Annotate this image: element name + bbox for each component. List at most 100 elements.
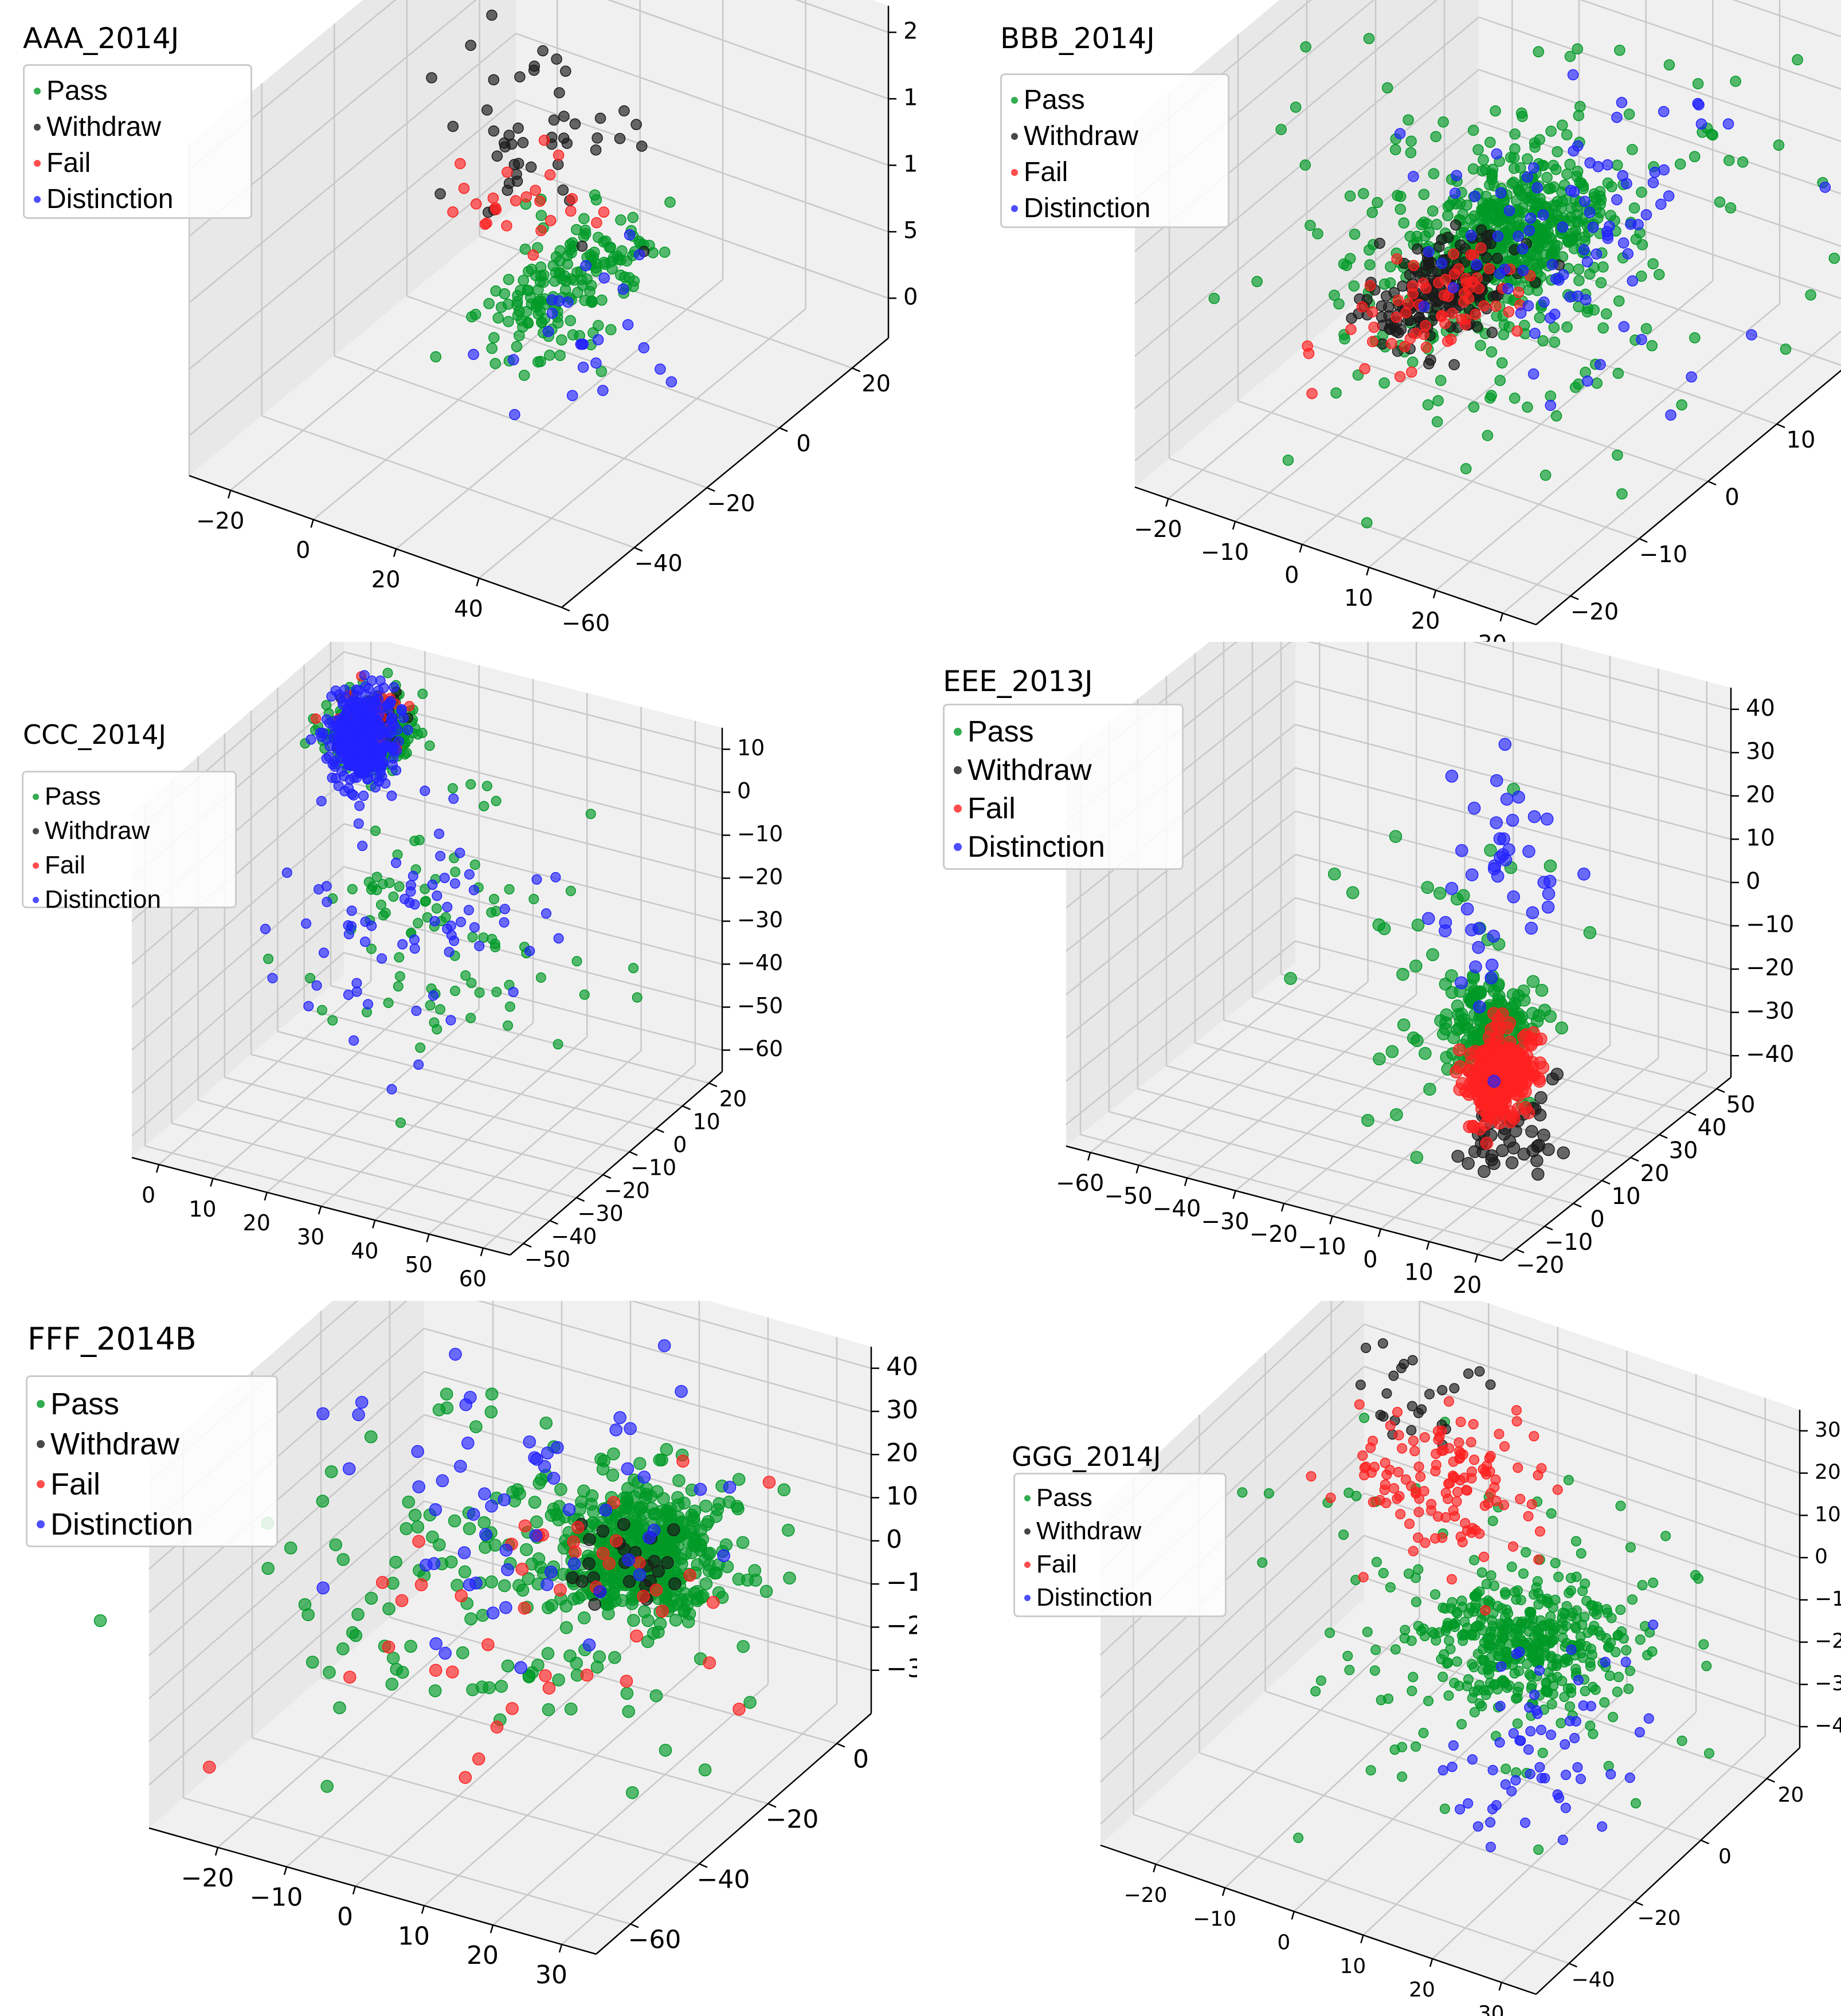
data-point-distinction [357,841,368,852]
data-point-pass [1468,401,1480,413]
data-point-pass [1338,1529,1349,1540]
data-point-pass [1445,1644,1456,1654]
data-point-fail [1357,1450,1368,1461]
data-point-pass [1541,233,1552,245]
data-point-distinction [577,362,589,373]
data-point-pass [720,1560,734,1574]
data-point-fail [311,713,322,724]
data-point-pass [1452,1656,1463,1667]
data-point-pass [1571,1571,1582,1582]
legend-item: Distinction [954,827,1173,866]
data-point-distinction [1469,190,1481,202]
data-point-withdraw [661,1556,674,1570]
data-point-pass [430,351,442,363]
chart-panel: −20 −10 0 10 20 30 −40 −20 0 20 −40 −30 −20 −10 0 10 20 3… [917,1301,1841,2016]
data-point-distinction [1490,774,1503,787]
data-point-withdraw [1468,1145,1482,1158]
data-point-pass [1454,1680,1464,1691]
data-point-pass [659,1591,672,1605]
z-tick-label: −40 [737,950,783,975]
data-point-distinction [1552,1789,1563,1800]
data-point-distinction [1523,225,1535,237]
data-point-pass [1506,1562,1517,1572]
data-point-pass [479,1541,492,1554]
data-point-fail [1501,1072,1514,1085]
data-point-pass [515,285,526,296]
data-point-pass [1572,43,1583,55]
data-point-distinction [1471,258,1482,270]
data-point-pass [698,1763,712,1776]
axis-lines [148,1347,879,1955]
data-point-distinction [324,751,335,762]
data-point-distinction [566,390,578,401]
data-point-pass [394,971,405,982]
data-point-fail [506,1702,519,1715]
legend-marker-icon [1011,132,1018,140]
data-point-pass [1530,262,1542,274]
data-point-fail [1475,242,1487,254]
data-point-distinction [1503,205,1515,217]
data-point-pass [1538,1003,1552,1017]
data-point-withdraw [667,1523,680,1536]
data-point-pass [732,1473,746,1486]
data-point-distinction [1541,900,1555,914]
data-point-fail [472,1752,485,1766]
data-point-withdraw [491,150,503,162]
data-point-pass [389,1555,402,1569]
data-point-pass [1366,206,1378,218]
data-point-pass [1828,252,1840,264]
data-point-pass [320,1780,334,1793]
data-point-fail [1366,336,1378,347]
x-tick-label: 0 [142,1183,155,1208]
data-point-distinction [1487,1764,1498,1775]
data-point-distinction [1632,219,1644,230]
data-point-pass [1698,1639,1709,1650]
data-point-pass [1452,1008,1466,1021]
data-point-fail [733,1703,746,1716]
data-point-fail [1512,1089,1525,1102]
data-point-pass [532,284,544,296]
data-point-pass [1430,131,1442,143]
data-point-distinction [397,939,408,950]
data-point-withdraw [592,132,603,144]
data-point-pass [578,213,590,225]
data-point-pass [305,972,315,983]
data-point-pass [463,1522,476,1535]
data-point-pass [1677,1735,1687,1746]
data-point-pass [1623,108,1635,120]
data-point-distinction [1502,843,1515,856]
legend-marker-icon [34,87,41,95]
data-point-pass [712,1586,726,1599]
data-point-pass [1325,1627,1335,1638]
data-point-pass [1395,191,1407,202]
data-point-distinction [434,829,445,839]
data-point-pass [1208,293,1220,304]
data-point-distinction [311,980,322,991]
z-tick-label: 30 [1815,1418,1841,1442]
data-point-distinction [540,1446,554,1460]
data-point-fail [683,1568,697,1582]
data-point-pass [1510,1623,1521,1634]
data-point-pass [1604,1670,1615,1681]
data-point-distinction [1540,813,1554,826]
data-point-pass [351,1608,365,1621]
data-point-pass [1640,323,1652,335]
data-point-pass [503,273,515,285]
data-point-pass [1439,1022,1452,1036]
z-tick-label: 5 [903,217,917,244]
data-point-pass [429,1684,442,1697]
data-point-fail [707,1596,720,1609]
data-point-pass [737,1640,750,1653]
data-point-pass [1635,270,1647,282]
legend-label: Withdraw [967,753,1092,787]
data-point-pass [647,1626,660,1640]
data-point-pass [466,311,477,323]
data-point-distinction [1553,274,1565,286]
data-point-pass [1477,1664,1488,1675]
data-point-distinction [637,1470,651,1484]
data-point-pass [1432,395,1444,406]
data-point-pass [1396,968,1409,981]
data-point-fail [1366,306,1378,318]
data-point-distinction [546,307,558,319]
data-point-distinction [314,884,324,895]
